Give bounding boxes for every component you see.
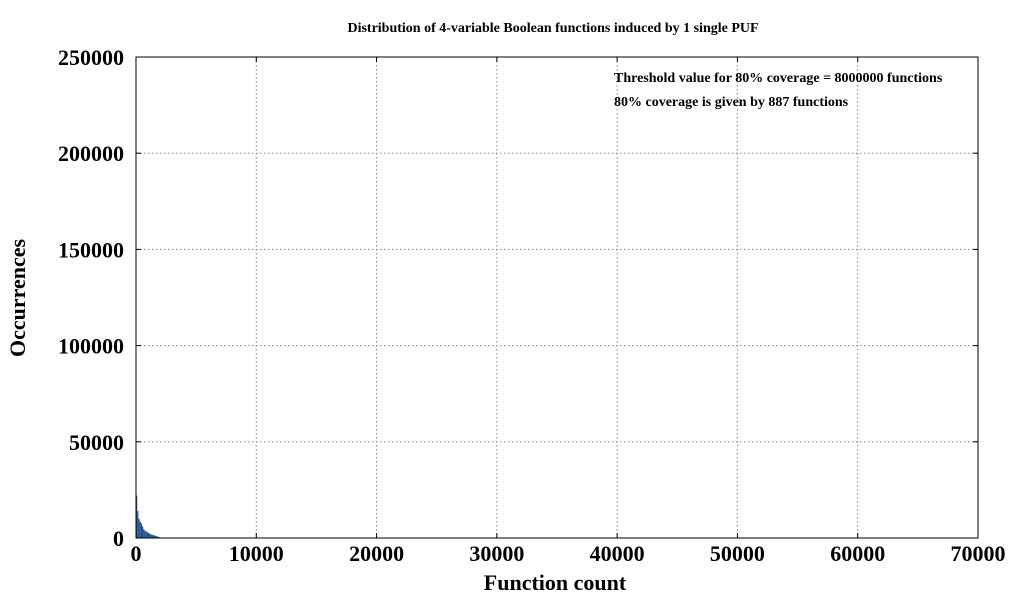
histogram-bar [151,534,153,538]
x-tick-label: 0 [131,541,142,566]
histogram-bar [156,536,158,538]
histogram-bar [150,534,152,538]
x-tick-label: 50000 [710,541,765,566]
threshold-annotation: Threshold value for 80% coverage = 80000… [614,71,943,86]
histogram-bar [142,526,144,538]
histogram-bar [155,535,157,538]
x-tick-label: 70000 [951,541,1006,566]
x-axis-tick-labels: 0 10000 20000 30000 40000 50000 60000 70000 [131,541,1006,566]
y-tick-label: 150000 [58,237,124,262]
histogram-bar [152,535,155,538]
x-tick-label: 20000 [349,541,404,566]
histogram-bar [138,518,140,538]
histogram-bar [146,532,149,538]
y-tick-label: 250000 [58,45,124,70]
histogram-bar [139,521,141,538]
histogram-bar [136,495,138,538]
histogram-bar [144,530,146,538]
histogram-bar [154,535,156,538]
tick-marks [135,56,979,539]
x-tick-label: 30000 [469,541,524,566]
x-tick-label: 10000 [229,541,284,566]
histogram-bar [157,536,159,538]
y-tick-label: 200000 [58,141,124,166]
x-tick-label: 60000 [830,541,885,566]
x-axis-label: Function count [484,570,627,595]
y-tick-label: 0 [113,526,124,551]
histogram-bar [145,531,147,538]
chart-title: Distribution of 4-variable Boolean funct… [347,21,758,36]
histogram-bar [137,511,139,538]
y-tick-label: 100000 [58,334,124,359]
y-axis-label: Occurrences [5,239,30,358]
x-tick-label: 40000 [590,541,645,566]
histogram-bar [149,533,151,538]
y-axis-tick-labels: 0 50000 100000 150000 200000 250000 [58,45,124,551]
histogram-bars [136,495,161,538]
coverage-annotation: 80% coverage is given by 887 functions [614,95,849,110]
histogram-bar [140,523,143,538]
y-tick-label: 50000 [69,430,124,455]
plot-area-frame [135,56,979,539]
histogram-bar [148,532,150,538]
grid-lines [136,57,978,538]
histogram-bar [143,529,145,538]
